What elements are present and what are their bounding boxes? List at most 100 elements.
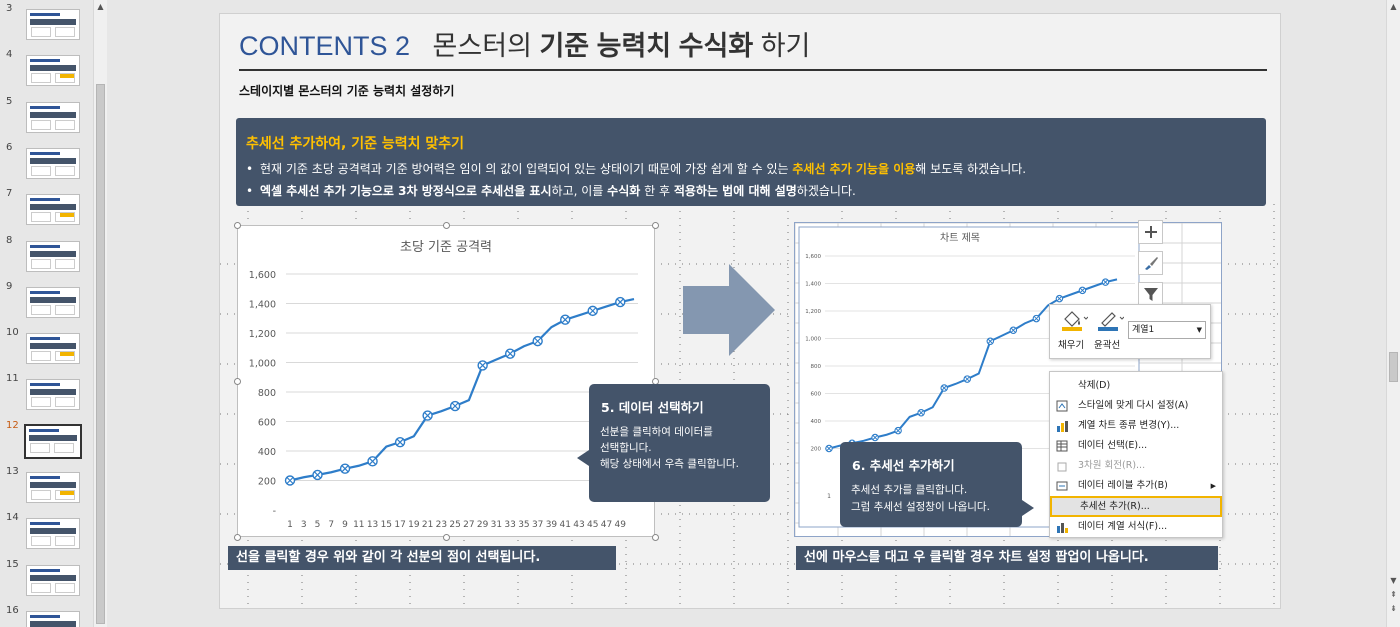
context-menu[interactable]: 삭제(D) 스타일에 맞게 다시 설정(A) 계열 차트 종류 변경(Y)...…	[1049, 371, 1223, 538]
selected-point-marker[interactable]	[1009, 326, 1018, 335]
menu-item-3d-rotation[interactable]: 3차원 회전(R)...	[1050, 456, 1222, 476]
slide-thumbnail[interactable]	[26, 240, 80, 272]
prev-slide-icon[interactable]: ⇞	[1390, 590, 1397, 599]
x-tick-label: 39	[546, 520, 558, 530]
selected-point-marker[interactable]	[560, 314, 571, 325]
x-tick-label: 13	[367, 520, 378, 530]
selected-point-marker[interactable]	[894, 426, 902, 435]
slide-thumbnail[interactable]	[26, 286, 80, 318]
outline-button[interactable]	[1096, 309, 1125, 333]
thumbnail-number: 5	[6, 95, 13, 107]
title-part2: 하기	[760, 31, 811, 61]
selected-point-marker[interactable]	[367, 456, 378, 467]
resize-handle[interactable]	[443, 222, 450, 229]
selected-point-marker[interactable]	[871, 433, 879, 442]
slide-thumbnail[interactable]	[26, 379, 80, 411]
selected-point-marker[interactable]	[1055, 294, 1064, 303]
menu-item-add-data-labels[interactable]: 데이터 레이블 추가(B) ▶	[1050, 476, 1222, 496]
slide-thumbnail[interactable]	[26, 610, 80, 627]
scroll-up-icon[interactable]: ▲	[97, 2, 104, 11]
selected-point-marker[interactable]	[587, 305, 598, 317]
pen-outline-icon	[1098, 312, 1125, 331]
info-box[interactable]: 추세선 추가하여, 기준 능력치 맞추기 • 현재 기준 초당 공격력과 기준 방…	[236, 118, 1266, 206]
slide-scrollbar[interactable]: ▲ ▼ ⇞ ⇟	[1386, 0, 1400, 627]
slide-thumbnail[interactable]	[24, 423, 82, 459]
slide-thumbnail[interactable]	[26, 147, 80, 179]
selected-point-marker[interactable]	[917, 409, 925, 417]
selected-point-marker[interactable]	[422, 410, 433, 421]
resize-handle[interactable]	[652, 534, 659, 541]
selected-point-marker[interactable]	[986, 337, 995, 346]
scrollbar-thumb[interactable]	[1389, 352, 1398, 382]
slide-thumbnail[interactable]	[26, 9, 80, 40]
selected-point-marker[interactable]	[615, 296, 626, 308]
slide-thumbnail[interactable]	[26, 564, 80, 596]
chart-title: 초당 기준 공격력	[400, 240, 492, 255]
selected-point-marker[interactable]	[1101, 278, 1110, 286]
selected-point-marker[interactable]	[1078, 286, 1087, 295]
chart-left-svg[interactable]: 초당 기준 공격력 - 200 400 600 800 1,000 1,200 1,400 1,6…	[238, 226, 656, 538]
slide-thumbnail[interactable]	[26, 101, 80, 133]
next-slide-icon[interactable]: ⇟	[1390, 604, 1397, 613]
info-bullet-2: • 엑셀 추세선 추가 기능으로 3차 방정식으로 추세선을 표시하고, 이를 수…	[246, 184, 856, 198]
selected-point-marker[interactable]	[339, 463, 351, 474]
chart-styles-button[interactable]	[1138, 251, 1163, 275]
thumbnail-number: 8	[6, 234, 13, 246]
scrollbar-thumb[interactable]	[96, 84, 105, 624]
resize-handle[interactable]	[234, 378, 241, 385]
thumbnail-number: 4	[6, 49, 13, 61]
resize-handle[interactable]	[234, 534, 241, 541]
chart-title: 차트 제목	[940, 232, 980, 244]
slide-thumbnail[interactable]	[26, 333, 80, 365]
slide-thumbnail-panel: 3 4 5 6 7 8 9 10 11 12 13 14 15 16	[0, 0, 93, 627]
y-tick-label: 200	[258, 477, 276, 488]
resize-handle[interactable]	[652, 222, 659, 229]
format-mini-toolbar[interactable]: 채우기 윤곽선 계열1 ▼	[1049, 304, 1211, 359]
chart-filters-button[interactable]	[1138, 282, 1163, 306]
slide-thumbnail[interactable]	[26, 194, 80, 226]
slide-canvas[interactable]: CONTENTS 2 몬스터의 기준 능력치 수식화 하기 스테이지별 몬스터의…	[219, 13, 1281, 609]
callout-title: 6. 추세선 추가하기	[852, 458, 955, 473]
scroll-down-icon[interactable]: ▼	[1390, 576, 1397, 585]
slide-thumbnail[interactable]	[26, 472, 80, 503]
selected-point-marker[interactable]	[477, 360, 488, 371]
selected-point-marker[interactable]	[963, 375, 971, 383]
selected-point-marker[interactable]	[284, 475, 296, 486]
menu-item-select-data[interactable]: 데이터 선택(E)...	[1050, 436, 1222, 456]
selected-point-marker[interactable]	[394, 436, 406, 448]
slide-thumbnail[interactable]	[26, 55, 80, 87]
series-select[interactable]: 계열1 ▼	[1128, 321, 1206, 339]
fill-button[interactable]	[1060, 309, 1089, 333]
menu-item-format-series[interactable]: 데이터 계열 서식(F)...	[1050, 517, 1222, 537]
selected-point-marker[interactable]	[504, 348, 516, 359]
selected-point-marker[interactable]	[312, 469, 323, 481]
scroll-up-icon[interactable]: ▲	[1390, 2, 1397, 11]
selected-point-marker[interactable]	[532, 335, 543, 347]
resize-handle[interactable]	[443, 534, 450, 541]
menu-item-add-trendline[interactable]: 추세선 추가(R)...	[1050, 496, 1222, 517]
thumbnail-number: 10	[6, 327, 19, 339]
brush-icon	[1144, 257, 1158, 270]
selected-point-marker[interactable]	[825, 444, 833, 453]
cube-icon	[1057, 462, 1067, 472]
selected-point-marker[interactable]	[1032, 314, 1041, 323]
x-tick-label: 21	[422, 520, 433, 530]
thumbnail-scrollbar[interactable]: ▲	[93, 0, 107, 627]
resize-handle[interactable]	[234, 222, 241, 229]
thumbnail-number: 6	[6, 141, 13, 153]
selected-point-marker[interactable]	[940, 384, 948, 392]
y-tick-label: 800	[811, 364, 822, 370]
callout-select-data: 5. 데이터 선택하기 선분을 클릭하여 데이터를 선택합니다. 해당 상태에서…	[577, 384, 770, 502]
chart-left[interactable]: 초당 기준 공격력 - 200 400 600 800 1,000 1,200 1,400 1,6…	[234, 222, 659, 541]
reset-style-icon	[1056, 400, 1068, 412]
chart-elements-button[interactable]	[1138, 220, 1163, 244]
menu-item-change-chart-type[interactable]: 계열 차트 종류 변경(Y)...	[1050, 416, 1222, 436]
x-tick-label: 41	[559, 520, 570, 530]
x-tick-label: 3	[301, 520, 307, 530]
thumbnail-number: 13	[6, 466, 19, 477]
menu-item-delete[interactable]: 삭제(D)	[1078, 380, 1111, 391]
slide-thumbnail[interactable]	[26, 518, 80, 550]
menu-item-reset-style[interactable]: 스타일에 맞게 다시 설정(A)	[1050, 396, 1222, 416]
selected-point-marker[interactable]	[449, 400, 461, 412]
x-tick-label: 45	[587, 520, 598, 530]
